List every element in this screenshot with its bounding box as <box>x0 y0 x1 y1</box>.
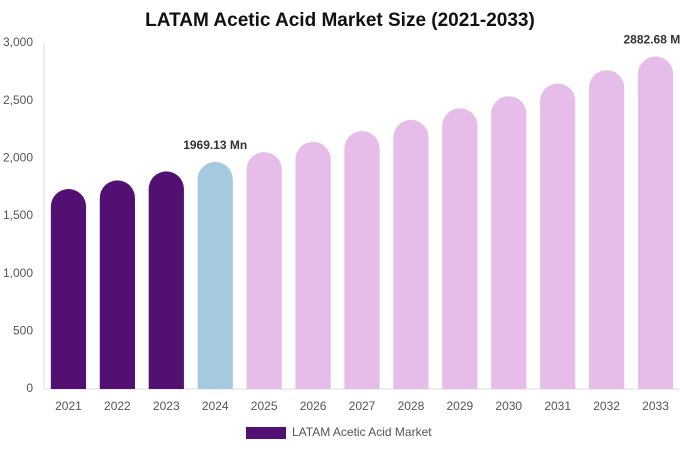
bar <box>442 108 478 389</box>
value-label: 2882.68 Mn <box>624 33 680 47</box>
y-tick-label: 500 <box>13 324 33 338</box>
y-tick-label: 0 <box>26 381 33 395</box>
y-tick-label: 2,500 <box>3 93 33 107</box>
legend-label: LATAM Acetic Acid Market <box>292 425 432 439</box>
y-tick-label: 1,500 <box>3 208 33 222</box>
y-tick-label: 2,000 <box>3 151 33 165</box>
legend-swatch <box>246 427 286 439</box>
bar <box>540 83 576 390</box>
bar <box>637 56 674 389</box>
x-tick-label: 2023 <box>153 399 180 413</box>
bar <box>344 131 380 389</box>
bar <box>589 70 625 390</box>
x-tick-label: 2022 <box>104 399 131 413</box>
x-tick-label: 2031 <box>544 399 571 413</box>
bar <box>148 171 184 389</box>
x-tick-label: 2030 <box>495 399 522 413</box>
x-tick-label: 2024 <box>202 399 229 413</box>
bar <box>197 161 233 389</box>
x-tick-label: 2029 <box>446 399 473 413</box>
x-tick-label: 2028 <box>398 399 425 413</box>
x-tick-label: 2021 <box>55 399 82 413</box>
bar <box>246 152 282 389</box>
x-tick-label: 2033 <box>642 399 669 413</box>
x-tick-label: 2032 <box>593 399 620 413</box>
y-tick-label: 3,000 <box>3 35 33 49</box>
bar <box>491 96 527 389</box>
y-tick-label: 1,000 <box>3 266 33 280</box>
bar <box>50 189 87 389</box>
value-label: 1969.13 Mn <box>183 138 247 152</box>
bar <box>99 180 135 389</box>
bar <box>393 119 429 389</box>
chart-title: LATAM Acetic Acid Market Size (2021-2033… <box>145 10 535 31</box>
x-tick-label: 2025 <box>251 399 278 413</box>
x-tick-label: 2027 <box>349 399 376 413</box>
x-tick-label: 2026 <box>300 399 327 413</box>
bar <box>295 141 331 389</box>
